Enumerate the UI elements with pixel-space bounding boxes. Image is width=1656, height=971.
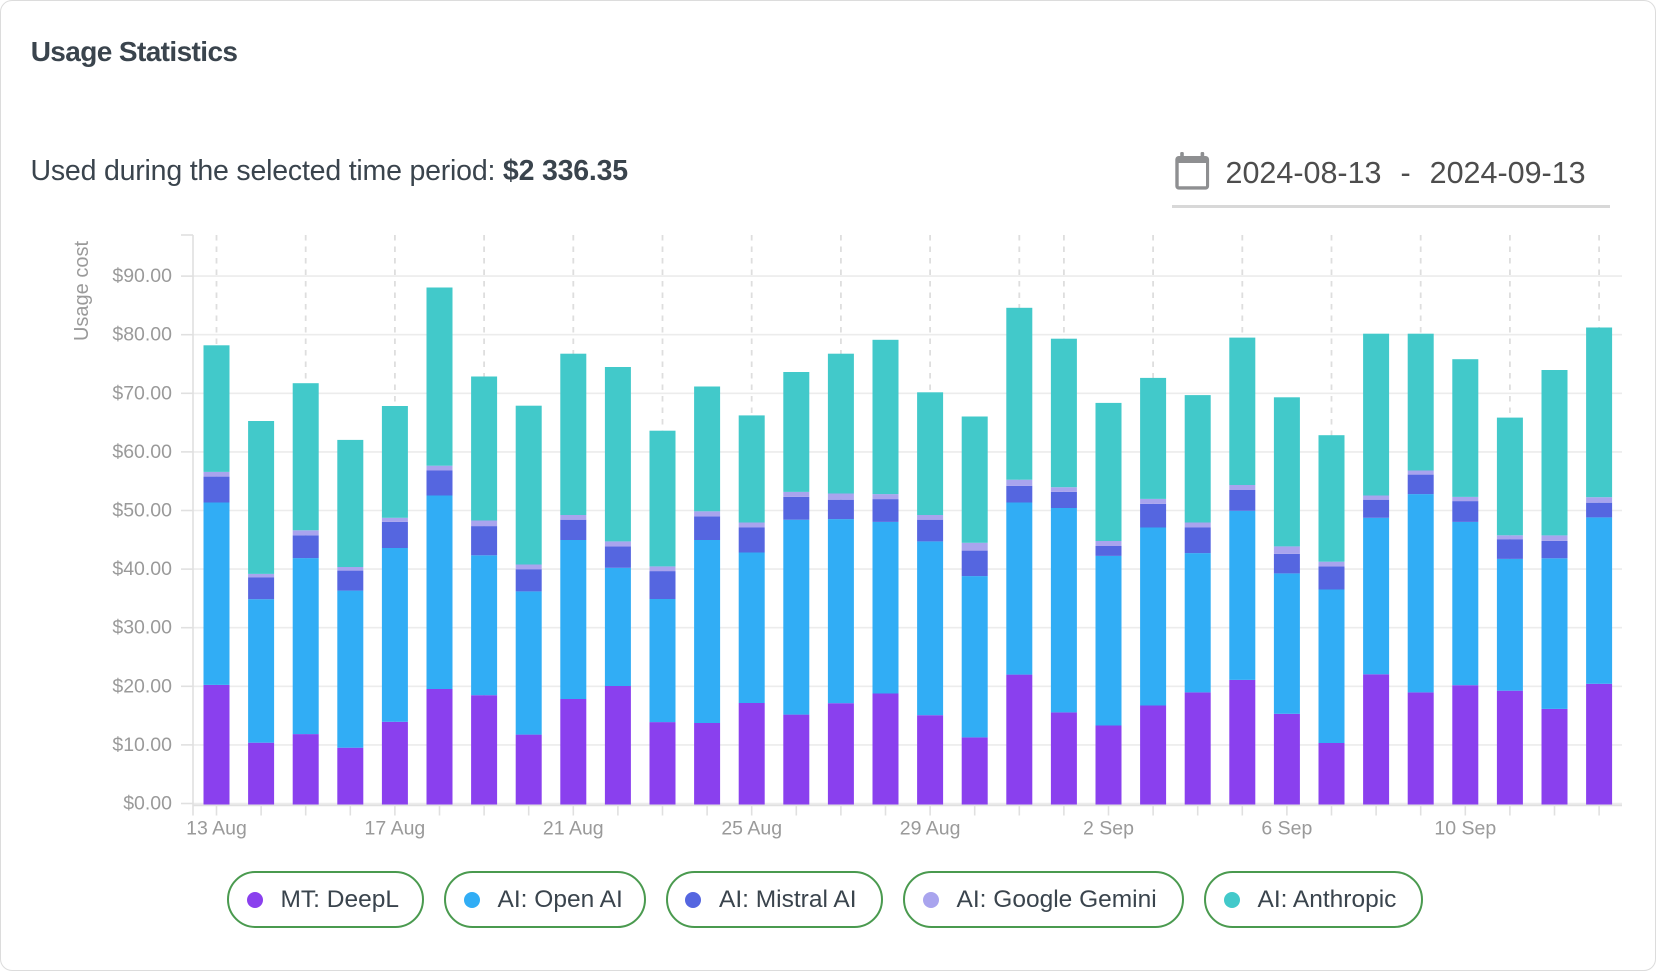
svg-text:$50.00: $50.00 xyxy=(112,500,172,522)
svg-text:$60.00: $60.00 xyxy=(112,441,172,463)
svg-text:$90.00: $90.00 xyxy=(112,265,172,287)
svg-text:$40.00: $40.00 xyxy=(112,558,172,580)
svg-text:$80.00: $80.00 xyxy=(112,324,172,346)
svg-text:$20.00: $20.00 xyxy=(112,675,172,697)
svg-text:21 Aug: 21 Aug xyxy=(543,818,604,840)
svg-text:10 Sep: 10 Sep xyxy=(1434,818,1496,840)
svg-text:6 Sep: 6 Sep xyxy=(1261,818,1312,840)
svg-text:13 Aug: 13 Aug xyxy=(186,818,247,840)
svg-text:$70.00: $70.00 xyxy=(112,382,172,404)
svg-text:Usage cost: Usage cost xyxy=(71,241,93,341)
svg-text:$0.00: $0.00 xyxy=(123,793,172,815)
svg-text:25 Aug: 25 Aug xyxy=(721,818,782,840)
svg-text:2 Sep: 2 Sep xyxy=(1083,818,1134,840)
svg-text:$10.00: $10.00 xyxy=(112,734,172,756)
svg-text:29 Aug: 29 Aug xyxy=(900,818,961,840)
svg-text:17 Aug: 17 Aug xyxy=(365,818,426,840)
svg-text:$30.00: $30.00 xyxy=(112,617,172,639)
